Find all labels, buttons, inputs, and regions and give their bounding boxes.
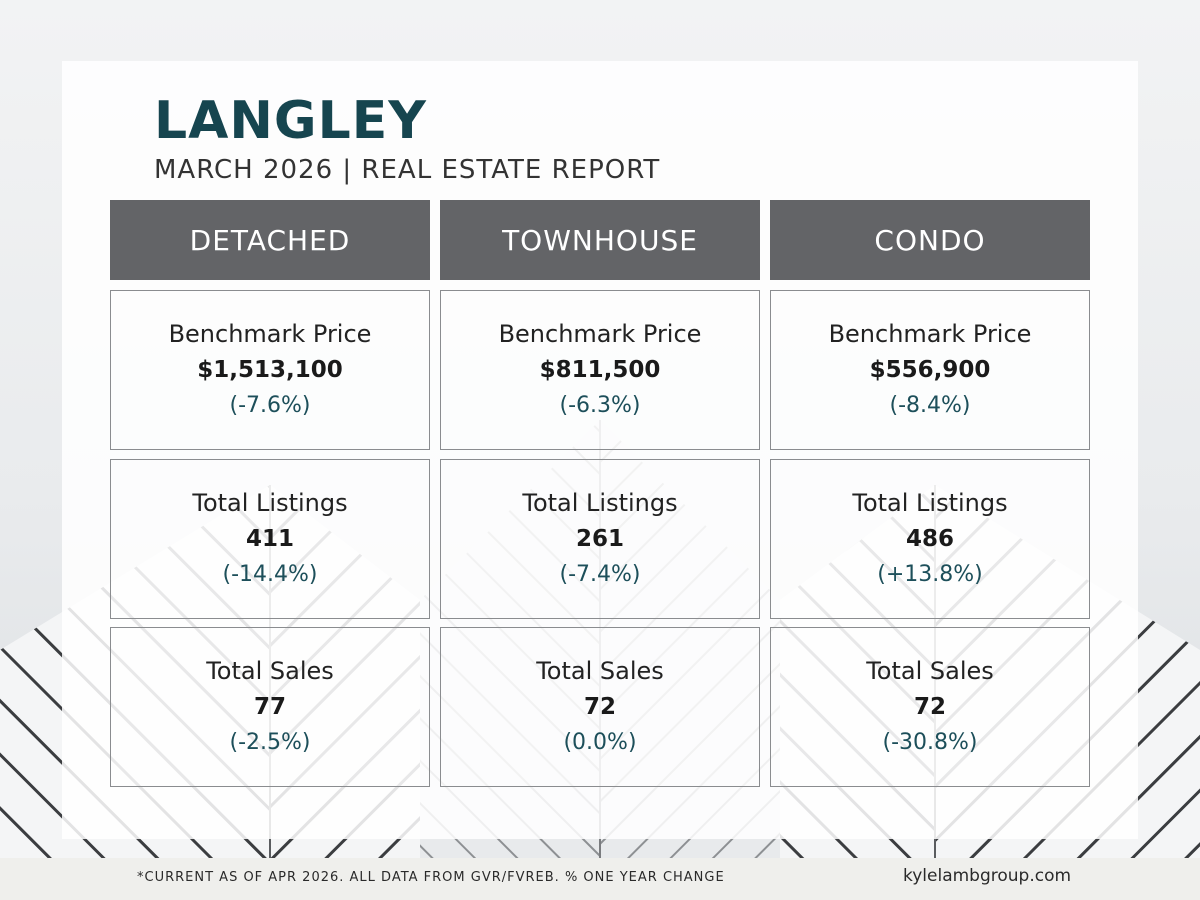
metric-change: (-30.8%) [882,730,978,755]
metric-change: (+13.8%) [877,562,983,587]
column-header-condo: CONDO [770,200,1090,280]
metric-value: 77 [253,694,286,720]
footer-bar [0,858,1200,900]
metric-label: Total Sales [866,657,994,685]
metric-value: 72 [913,694,946,720]
column-header-detached: DETACHED [110,200,430,280]
metric-change: (0.0%) [563,730,637,755]
footer-disclaimer: *CURRENT AS OF APR 2026. ALL DATA FROM G… [137,870,725,885]
detached-listings-cell: Total Listings 411 (-14.4%) [110,459,430,619]
metric-label: Total Sales [206,657,334,685]
report-subtitle: MARCH 2026 | REAL ESTATE REPORT [154,155,661,185]
townhouse-listings-cell: Total Listings 261 (-7.4%) [440,459,760,619]
metric-label: Total Listings [192,489,348,517]
metric-value: 72 [583,694,616,720]
metric-change: (-7.4%) [559,562,641,587]
metric-value: $1,513,100 [197,357,343,383]
townhouse-sales-cell: Total Sales 72 (0.0%) [440,627,760,787]
metric-change: (-8.4%) [889,393,971,418]
metric-value: 486 [905,526,954,552]
report-card [62,61,1138,839]
metric-change: (-2.5%) [229,730,311,755]
metric-value: 261 [575,526,624,552]
condo-listings-cell: Total Listings 486 (+13.8%) [770,459,1090,619]
page-title: LANGLEY [154,91,427,151]
metric-value: $811,500 [539,357,661,383]
detached-benchmark-cell: Benchmark Price $1,513,100 (-7.6%) [110,290,430,450]
metric-value: $556,900 [869,357,991,383]
metric-label: Benchmark Price [168,320,372,348]
metric-label: Total Listings [852,489,1008,517]
condo-benchmark-cell: Benchmark Price $556,900 (-8.4%) [770,290,1090,450]
metric-label: Total Listings [522,489,678,517]
metric-value: 411 [245,526,294,552]
detached-sales-cell: Total Sales 77 (-2.5%) [110,627,430,787]
metric-label: Total Sales [536,657,664,685]
metric-change: (-6.3%) [559,393,641,418]
condo-sales-cell: Total Sales 72 (-30.8%) [770,627,1090,787]
townhouse-benchmark-cell: Benchmark Price $811,500 (-6.3%) [440,290,760,450]
metric-label: Benchmark Price [828,320,1032,348]
metric-change: (-7.6%) [229,393,311,418]
website-link[interactable]: kylelambgroup.com [903,866,1072,886]
metric-change: (-14.4%) [222,562,318,587]
column-header-townhouse: TOWNHOUSE [440,200,760,280]
metric-label: Benchmark Price [498,320,702,348]
